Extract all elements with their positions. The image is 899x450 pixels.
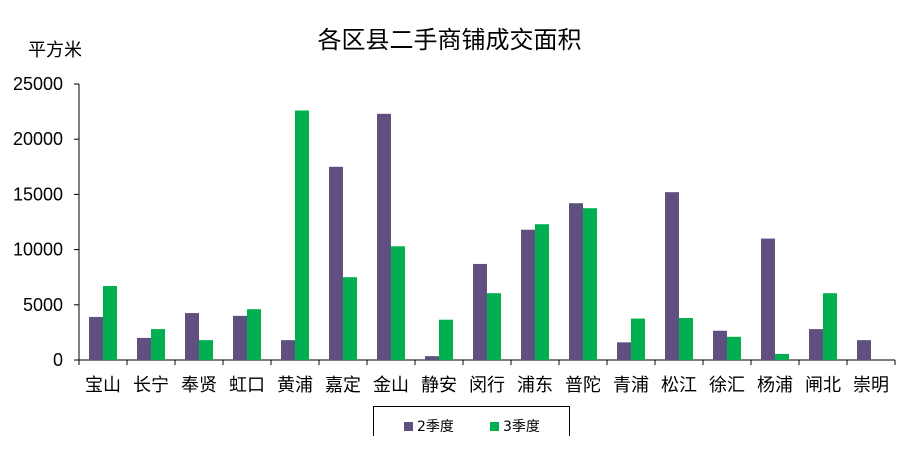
x-category-label: 宝山	[85, 375, 121, 396]
bar-q2	[857, 340, 871, 360]
bar-q2	[761, 238, 775, 360]
bar-q3	[103, 286, 117, 360]
x-category-label: 崇明	[853, 375, 889, 396]
y-tick-label: 25000	[13, 74, 63, 94]
chart-title: 各区县二手商铺成交面积	[317, 26, 582, 54]
bar-q2	[713, 330, 727, 360]
bar-q2	[569, 203, 583, 360]
legend-swatch-q3	[490, 421, 499, 431]
x-category-label: 长宁	[133, 375, 169, 396]
legend-label-q2: 2季度	[417, 419, 454, 435]
bar-q3	[679, 318, 693, 360]
bar-q3	[151, 329, 165, 360]
x-category-label: 虹口	[229, 375, 265, 396]
x-category-label: 青浦	[613, 375, 649, 396]
x-category-label: 浦东	[517, 375, 553, 396]
bar-q2	[329, 166, 343, 360]
y-tick-label: 0	[53, 350, 63, 370]
bar-q3	[775, 353, 789, 360]
y-tick-label: 15000	[13, 184, 63, 204]
x-category-label: 黄浦	[277, 375, 313, 396]
bar-q3	[295, 110, 309, 360]
bar-q3	[439, 319, 453, 360]
y-tick-label: 10000	[13, 240, 63, 260]
bar-q2	[89, 316, 103, 360]
x-category-label: 松江	[661, 375, 697, 396]
bar-q3	[487, 293, 501, 360]
bar-q3	[631, 318, 645, 360]
bar-q2	[425, 356, 439, 360]
bar-q3	[823, 293, 837, 360]
bar-q2	[809, 329, 823, 360]
bar-q2	[137, 337, 151, 360]
bar-q2	[665, 192, 679, 360]
legend-swatch-q2	[404, 421, 413, 431]
bar-q3	[583, 208, 597, 360]
legend-item-q2: 2季度	[404, 416, 454, 436]
bar-q3	[391, 246, 405, 360]
x-category-label: 嘉定	[325, 375, 361, 396]
bar-q3	[535, 224, 549, 360]
x-category-label: 静安	[421, 375, 457, 396]
bar-q3	[343, 277, 357, 360]
bar-q3	[727, 336, 741, 360]
bar-q2	[521, 229, 535, 360]
bar-q2	[473, 263, 487, 360]
bar-q2	[377, 113, 391, 360]
x-category-label: 普陀	[565, 375, 601, 396]
legend-label-q3: 3季度	[503, 419, 540, 435]
bar-q2	[281, 340, 295, 360]
bar-q2	[185, 313, 199, 360]
bar-q3	[247, 309, 261, 360]
legend: 2季度 3季度	[373, 406, 570, 436]
x-category-label: 徐汇	[709, 375, 745, 396]
x-category-label: 金山	[373, 375, 409, 396]
y-tick-label: 20000	[13, 129, 63, 149]
y-tick-label: 5000	[23, 295, 63, 315]
bar-q2	[617, 342, 631, 360]
bar-q2	[233, 315, 247, 360]
bar-q3	[199, 340, 213, 360]
x-category-label: 杨浦	[757, 375, 793, 396]
y-axis-label: 平方米	[28, 40, 82, 61]
x-category-label: 闸北	[805, 375, 841, 396]
x-category-label: 闵行	[469, 375, 505, 396]
legend-item-q3: 3季度	[490, 416, 540, 436]
x-category-label: 奉贤	[181, 375, 217, 396]
